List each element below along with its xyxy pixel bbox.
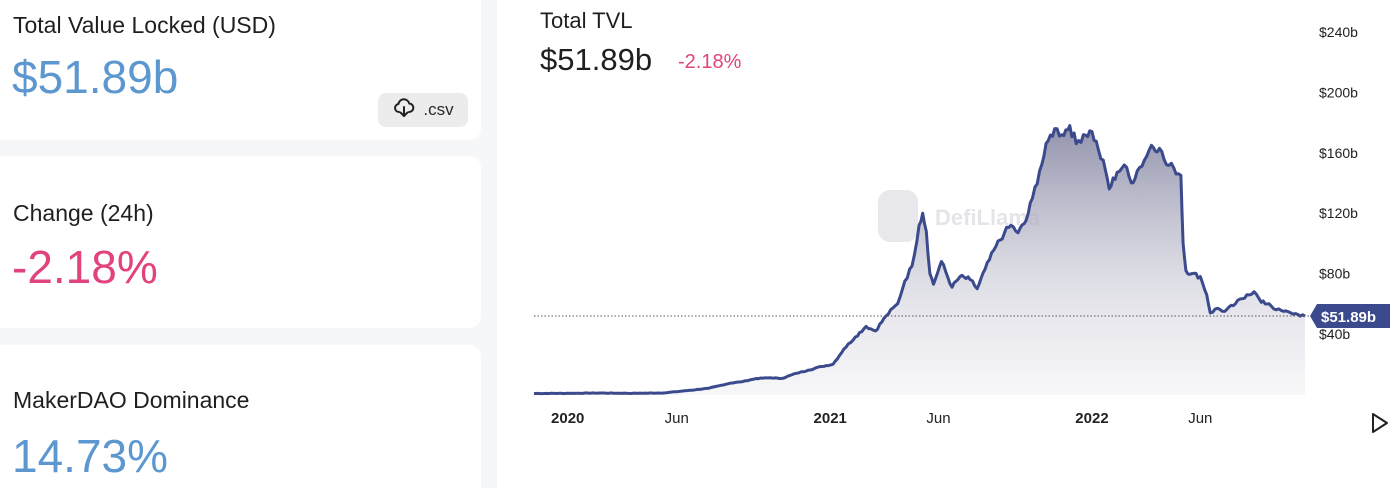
chart-change-value: -2.18% bbox=[678, 51, 742, 73]
x-tick-label: 2021 bbox=[814, 410, 847, 427]
x-tick-label: Jun bbox=[665, 410, 689, 427]
dominance-value: 14.73% bbox=[12, 430, 169, 482]
y-tick-label: $120b bbox=[1319, 205, 1358, 221]
tvl-series-line bbox=[534, 124, 1306, 396]
current-value-tag bbox=[1310, 304, 1390, 329]
chart-total-value: $51.89b bbox=[540, 42, 653, 77]
download-csv-button[interactable]: .csv bbox=[378, 93, 468, 127]
dominance-card: MakerDAO Dominance 14.73% bbox=[0, 345, 481, 488]
tvl-chart-panel: DefiLlama $51.89b $40b $80b $120b $160b $200… bbox=[497, 0, 1400, 488]
y-tick-label: $80b bbox=[1319, 266, 1350, 282]
tvl-area bbox=[534, 125, 1305, 395]
tvl-value: $51.89b bbox=[12, 51, 179, 103]
cloud-download-icon bbox=[392, 96, 416, 125]
x-tick-label: Jun bbox=[926, 410, 950, 427]
x-tick-label: Jun bbox=[1188, 410, 1212, 427]
x-tick-label: 2020 bbox=[551, 410, 584, 427]
play-icon[interactable] bbox=[1370, 412, 1390, 434]
csv-label: .csv bbox=[423, 100, 454, 119]
y-tick-label: $40b bbox=[1319, 326, 1350, 342]
y-tick-label: $160b bbox=[1319, 145, 1358, 161]
x-tick-label: 2022 bbox=[1075, 410, 1108, 427]
change-label: Change (24h) bbox=[13, 200, 154, 226]
tvl-card: Total Value Locked (USD) $51.89b .csv bbox=[0, 0, 481, 140]
tvl-chart[interactable]: DefiLlama $51.89b $40b$80b$120b$160b$200… bbox=[497, 0, 1400, 488]
chart-title: Total TVL bbox=[540, 8, 633, 33]
y-tick-label: $240b bbox=[1319, 24, 1358, 40]
current-value-label: $51.89b bbox=[1321, 309, 1376, 326]
y-tick-label: $200b bbox=[1319, 84, 1358, 100]
change-value: -2.18% bbox=[12, 241, 158, 293]
change-card: Change (24h) -2.18% bbox=[0, 156, 481, 328]
tvl-label: Total Value Locked (USD) bbox=[13, 12, 276, 38]
dominance-label: MakerDAO Dominance bbox=[13, 387, 250, 413]
